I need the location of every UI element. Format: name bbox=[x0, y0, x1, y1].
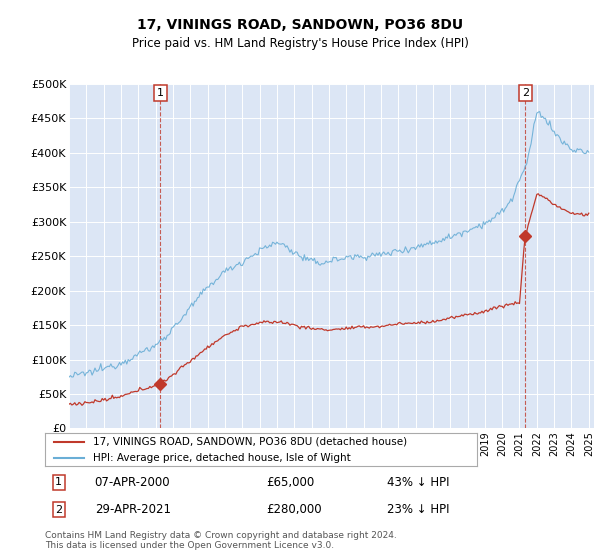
Text: 2: 2 bbox=[55, 505, 62, 515]
Text: 29-APR-2021: 29-APR-2021 bbox=[95, 503, 170, 516]
Text: 17, VININGS ROAD, SANDOWN, PO36 8DU (detached house): 17, VININGS ROAD, SANDOWN, PO36 8DU (det… bbox=[92, 437, 407, 446]
Text: 43% ↓ HPI: 43% ↓ HPI bbox=[387, 476, 450, 489]
Text: Contains HM Land Registry data © Crown copyright and database right 2024.
This d: Contains HM Land Registry data © Crown c… bbox=[45, 531, 397, 550]
Text: 17, VININGS ROAD, SANDOWN, PO36 8DU: 17, VININGS ROAD, SANDOWN, PO36 8DU bbox=[137, 18, 463, 32]
Text: 2: 2 bbox=[521, 88, 529, 98]
Text: £65,000: £65,000 bbox=[266, 476, 314, 489]
Text: 1: 1 bbox=[55, 478, 62, 487]
Text: 23% ↓ HPI: 23% ↓ HPI bbox=[387, 503, 450, 516]
Text: £280,000: £280,000 bbox=[266, 503, 322, 516]
Text: 1: 1 bbox=[157, 88, 164, 98]
Text: 07-APR-2000: 07-APR-2000 bbox=[95, 476, 170, 489]
Text: Price paid vs. HM Land Registry's House Price Index (HPI): Price paid vs. HM Land Registry's House … bbox=[131, 36, 469, 50]
Text: HPI: Average price, detached house, Isle of Wight: HPI: Average price, detached house, Isle… bbox=[92, 453, 350, 463]
